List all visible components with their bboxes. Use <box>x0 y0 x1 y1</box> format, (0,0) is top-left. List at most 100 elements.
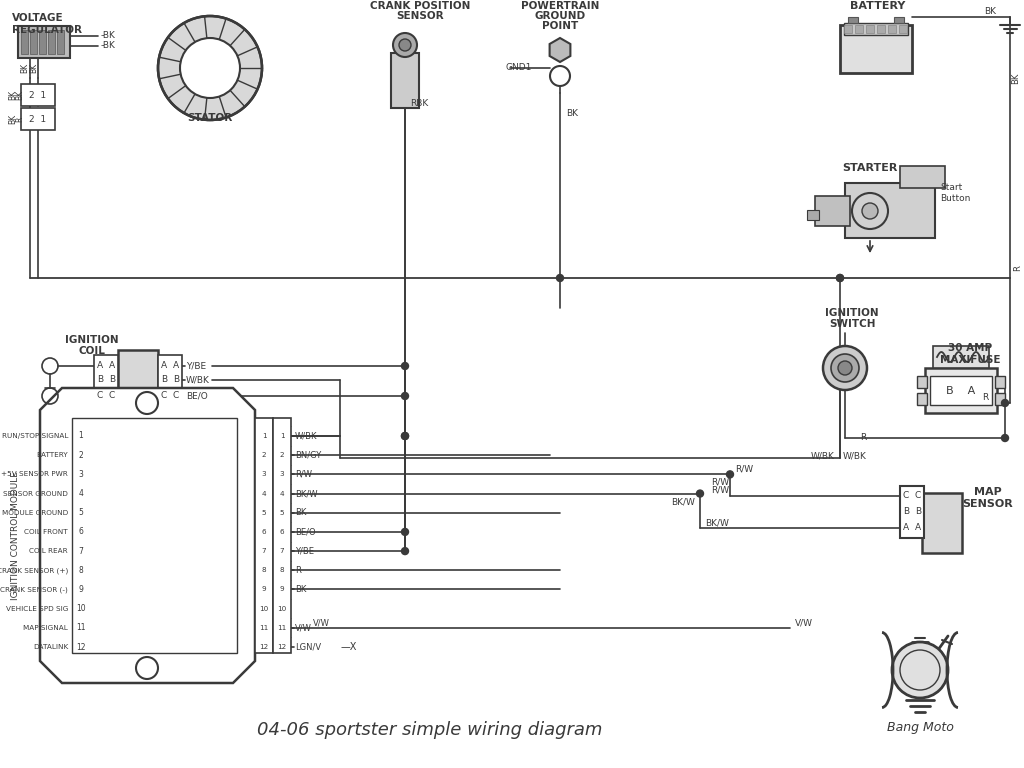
Circle shape <box>892 642 948 698</box>
Text: 11: 11 <box>76 624 86 632</box>
Text: COIL REAR: COIL REAR <box>30 548 68 554</box>
Bar <box>855 25 863 33</box>
Text: 7: 7 <box>262 548 266 554</box>
Text: STATOR: STATOR <box>187 113 232 123</box>
Text: 4: 4 <box>79 489 83 498</box>
Text: B: B <box>173 376 179 385</box>
Text: R: R <box>1014 265 1023 271</box>
Bar <box>22 30 28 54</box>
Text: +5V SENSOR PWR: +5V SENSOR PWR <box>1 472 68 478</box>
Bar <box>94 355 118 403</box>
Text: CRANK POSITION: CRANK POSITION <box>370 1 470 11</box>
Text: 5: 5 <box>280 510 285 516</box>
Text: W/BK: W/BK <box>295 432 317 441</box>
Text: 4: 4 <box>280 491 285 497</box>
Text: 9: 9 <box>79 585 83 594</box>
Text: BK: BK <box>15 90 25 100</box>
Text: IGNITION: IGNITION <box>66 335 119 345</box>
Text: BK/W: BK/W <box>295 489 317 498</box>
Text: 4: 4 <box>262 491 266 497</box>
Text: B: B <box>903 508 909 517</box>
Text: 2  1: 2 1 <box>30 114 46 124</box>
Text: BE/O: BE/O <box>186 392 208 400</box>
Text: CRANK SENSOR (-): CRANK SENSOR (-) <box>0 586 68 593</box>
Text: 12: 12 <box>278 644 287 650</box>
Text: SWITCH: SWITCH <box>828 319 876 329</box>
Text: IGNITION: IGNITION <box>825 308 879 318</box>
Text: BK: BK <box>8 114 17 124</box>
Text: GROUND: GROUND <box>535 11 586 21</box>
Bar <box>900 166 945 188</box>
Text: SENSOR: SENSOR <box>396 11 443 21</box>
Text: COIL: COIL <box>79 346 105 356</box>
Bar <box>894 17 904 23</box>
Text: 10: 10 <box>278 606 287 611</box>
Bar <box>840 25 912 73</box>
Text: RUN/STOP SIGNAL: RUN/STOP SIGNAL <box>2 433 68 439</box>
Text: BK: BK <box>295 508 306 517</box>
Text: 11: 11 <box>278 625 287 631</box>
Text: MAXIFUSE: MAXIFUSE <box>940 355 1000 365</box>
Circle shape <box>1001 435 1009 442</box>
Bar <box>48 30 55 54</box>
Bar <box>22 84 55 106</box>
Bar <box>933 346 989 368</box>
Text: R/W: R/W <box>711 485 729 495</box>
Circle shape <box>823 346 867 390</box>
Circle shape <box>837 274 844 282</box>
Circle shape <box>401 528 409 535</box>
Text: A: A <box>97 362 103 370</box>
Text: POINT: POINT <box>542 21 579 31</box>
Bar <box>273 418 291 653</box>
Text: C: C <box>109 392 115 400</box>
Text: BK: BK <box>20 63 30 73</box>
Text: 5: 5 <box>262 510 266 516</box>
Text: A: A <box>161 362 167 370</box>
Bar <box>118 350 158 408</box>
Bar <box>995 376 1005 388</box>
Circle shape <box>837 274 844 282</box>
Text: RBK: RBK <box>410 98 428 108</box>
Text: 1: 1 <box>79 432 83 441</box>
Text: BATTERY: BATTERY <box>850 1 905 11</box>
Text: —X: —X <box>341 642 357 652</box>
Bar <box>918 393 927 405</box>
Text: LGN/V: LGN/V <box>295 643 322 651</box>
Circle shape <box>401 548 409 554</box>
Text: 1: 1 <box>262 433 266 439</box>
Text: 10: 10 <box>259 606 268 611</box>
Bar <box>815 196 850 226</box>
Text: A: A <box>903 524 909 532</box>
Text: 30 AMP: 30 AMP <box>948 343 992 353</box>
Bar <box>848 17 858 23</box>
Circle shape <box>401 362 409 369</box>
Polygon shape <box>40 388 255 683</box>
Text: MAP SIGNAL: MAP SIGNAL <box>24 625 68 631</box>
Text: R: R <box>860 433 866 442</box>
Text: 6: 6 <box>262 529 266 535</box>
Text: -BK: -BK <box>101 41 116 51</box>
Circle shape <box>401 392 409 399</box>
Text: STARTER: STARTER <box>843 163 898 173</box>
Text: C: C <box>903 492 909 501</box>
Text: R: R <box>15 116 25 121</box>
Bar <box>845 183 935 238</box>
Text: 04-06 sportster simple wiring diagram: 04-06 sportster simple wiring diagram <box>257 721 603 739</box>
Text: BK: BK <box>984 6 996 15</box>
Text: A: A <box>173 362 179 370</box>
Bar <box>844 23 908 35</box>
Text: BK: BK <box>566 108 578 118</box>
Text: BK/W: BK/W <box>705 518 729 528</box>
Circle shape <box>862 203 878 219</box>
Text: MAP
SENSOR: MAP SENSOR <box>963 487 1014 509</box>
Text: BK: BK <box>30 63 39 73</box>
Text: 8: 8 <box>262 568 266 573</box>
Text: MODULE GROUND: MODULE GROUND <box>2 510 68 516</box>
Bar <box>18 26 70 58</box>
Text: B    A: B A <box>946 386 976 396</box>
Text: V/W: V/W <box>295 624 312 632</box>
Text: C: C <box>914 492 922 501</box>
Bar <box>930 376 992 405</box>
Text: BK/W: BK/W <box>671 497 695 506</box>
Text: 2: 2 <box>262 452 266 458</box>
